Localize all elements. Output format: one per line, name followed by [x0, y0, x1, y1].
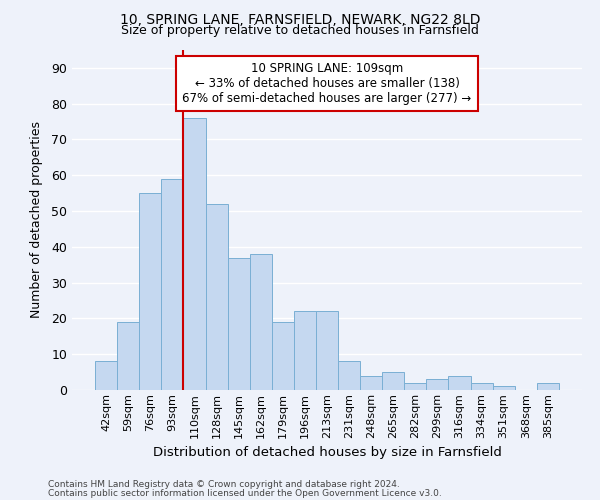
Bar	[338, 362, 360, 390]
Bar	[316, 312, 338, 390]
Text: Contains HM Land Registry data © Crown copyright and database right 2024.: Contains HM Land Registry data © Crown c…	[48, 480, 400, 489]
Bar	[427, 380, 448, 390]
Bar	[382, 372, 404, 390]
Bar	[250, 254, 272, 390]
X-axis label: Distribution of detached houses by size in Farnsfield: Distribution of detached houses by size …	[152, 446, 502, 459]
Bar	[448, 376, 470, 390]
Y-axis label: Number of detached properties: Number of detached properties	[30, 122, 43, 318]
Text: Size of property relative to detached houses in Farnsfield: Size of property relative to detached ho…	[121, 24, 479, 37]
Bar	[360, 376, 382, 390]
Bar	[161, 179, 184, 390]
Bar	[537, 383, 559, 390]
Bar	[404, 383, 427, 390]
Text: 10 SPRING LANE: 109sqm
← 33% of detached houses are smaller (138)
67% of semi-de: 10 SPRING LANE: 109sqm ← 33% of detached…	[182, 62, 472, 105]
Bar	[227, 258, 250, 390]
Bar	[117, 322, 139, 390]
Text: Contains public sector information licensed under the Open Government Licence v3: Contains public sector information licen…	[48, 489, 442, 498]
Bar	[493, 386, 515, 390]
Bar	[139, 193, 161, 390]
Bar	[272, 322, 294, 390]
Bar	[206, 204, 227, 390]
Bar	[184, 118, 206, 390]
Text: 10, SPRING LANE, FARNSFIELD, NEWARK, NG22 8LD: 10, SPRING LANE, FARNSFIELD, NEWARK, NG2…	[120, 12, 480, 26]
Bar	[470, 383, 493, 390]
Bar	[95, 362, 117, 390]
Bar	[294, 312, 316, 390]
